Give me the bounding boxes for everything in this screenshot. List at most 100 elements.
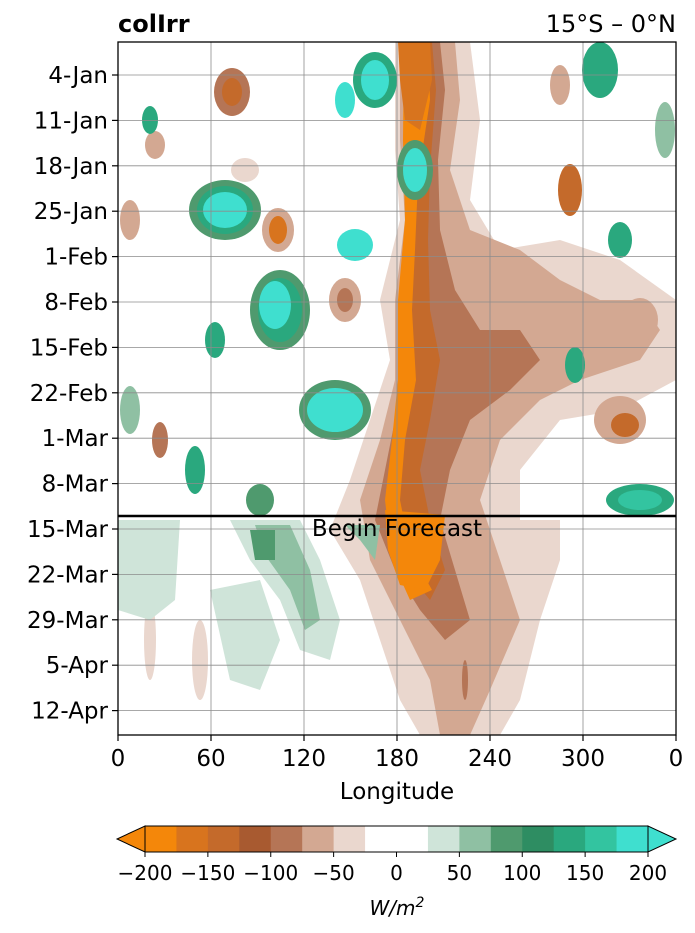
green-patch (608, 222, 632, 258)
colorbar-segment (302, 826, 335, 852)
brown-patch (231, 158, 259, 182)
colorbar-segment (490, 826, 523, 852)
green-patch (259, 281, 291, 329)
brown-patch (611, 413, 639, 437)
colorbar-tick-label: −100 (243, 861, 298, 885)
green-patch (120, 386, 140, 434)
brown-patch (222, 78, 242, 106)
forecast-green-band (250, 530, 275, 560)
forecast-green-band (118, 520, 180, 620)
contour-orange-forecast (385, 510, 445, 590)
y-tick-label: 29-Mar (27, 608, 109, 634)
brown-patch (550, 65, 570, 105)
x-tick-label: 0 (111, 746, 126, 772)
green-patch (205, 322, 225, 358)
green-patch (565, 347, 585, 383)
colorbar-tick-label: 100 (503, 861, 541, 885)
colorbar-extend-high (647, 825, 678, 853)
x-tick-label: 180 (375, 746, 419, 772)
brown-patch (622, 298, 658, 342)
green-patch (655, 102, 675, 158)
plot-area (118, 42, 676, 735)
region-title: 15°S – 0°N (546, 10, 676, 38)
forecast-green (118, 520, 380, 690)
colorbar-tick-label: −200 (118, 861, 173, 885)
y-tick-label: 12-Apr (31, 699, 108, 725)
colorbar-segment (459, 826, 492, 852)
chart-title: colIrr (118, 10, 190, 38)
y-tick-label: 15-Feb (30, 335, 108, 361)
green-patch (337, 229, 373, 261)
y-tick-label: 8-Feb (44, 290, 108, 316)
colorbar-tick-label: 150 (566, 861, 604, 885)
colorbar-tick-label: −50 (313, 861, 355, 885)
colorbar-segment (145, 826, 177, 852)
forecast-green-band (210, 580, 280, 690)
colorbar-segment (270, 826, 303, 852)
colorbar-segment (427, 826, 460, 852)
y-tick-label: 1-Feb (44, 245, 108, 271)
colorbar-segment (522, 826, 555, 852)
forecast-annotation: Begin Forecast (312, 516, 482, 542)
y-tick-label: 11-Jan (34, 108, 108, 134)
x-axis: 0 60 120 180 240 300 0 (111, 735, 684, 772)
green-patch (618, 490, 662, 510)
colorbar-extend-low (115, 825, 146, 853)
colorbar-label-exponent: 2 (416, 895, 425, 911)
y-tick-label: 1-Mar (42, 426, 109, 452)
colorbar (115, 825, 678, 853)
green-patch (307, 388, 363, 432)
y-tick-label: 15-Mar (27, 517, 109, 543)
x-tick-label: 240 (468, 746, 512, 772)
colorbar-ticks: −200 −150 −100 −50 0 50 100 150 200 (118, 852, 667, 885)
colorbar-segment (585, 826, 618, 852)
x-tick-label: 120 (282, 746, 326, 772)
green-patch (361, 60, 389, 100)
green-patch (403, 148, 427, 192)
green-patches (120, 42, 675, 516)
colorbar-label: W/m2 (370, 895, 425, 920)
colorbar-tick-label: 200 (629, 861, 667, 885)
green-patch (185, 446, 205, 494)
x-tick-label: 60 (196, 746, 225, 772)
y-tick-label: 5-Apr (46, 653, 109, 679)
brown-patch (152, 422, 168, 458)
hovmoller-field (118, 42, 676, 735)
colorbar-tick-label: −150 (180, 861, 235, 885)
gridlines (118, 42, 676, 735)
green-patch (582, 42, 618, 98)
colorbar-segment (365, 826, 429, 852)
colorbar-segment (553, 826, 586, 852)
contour-orange-upper (398, 42, 432, 130)
green-patch (203, 192, 247, 228)
brown-patch (462, 660, 468, 700)
y-tick-label: 4-Jan (48, 63, 108, 89)
colorbar-segment (616, 826, 649, 852)
brown-patch (120, 200, 140, 240)
y-tick-label: 22-Feb (30, 381, 108, 407)
forecast-green-band (345, 525, 380, 560)
x-tick-label: 300 (561, 746, 605, 772)
y-tick-label: 25-Jan (34, 199, 108, 225)
y-tick-label: 22-Mar (27, 562, 109, 588)
brown-patch (558, 164, 582, 216)
colorbar-tick-label: 50 (447, 861, 472, 885)
brown-patch (145, 131, 165, 159)
y-axis: 4-Jan 11-Jan 18-Jan 25-Jan 1-Feb 8-Feb 15-Feb 2… (27, 63, 118, 725)
brown-patch (269, 216, 287, 244)
colorbar-tick-label: 0 (390, 861, 403, 885)
green-patch (335, 82, 355, 118)
brown-patch (192, 620, 208, 700)
colorbar-segment (207, 826, 240, 852)
colorbar-segment (333, 826, 366, 852)
y-tick-label: 18-Jan (34, 154, 108, 180)
brown-patch (337, 288, 353, 312)
x-axis-label: Longitude (340, 779, 454, 805)
colorbar-segment (176, 826, 209, 852)
y-tick-label: 8-Mar (42, 472, 109, 498)
x-tick-label: 0 (669, 746, 684, 772)
contour-brown-deeper (390, 42, 445, 600)
colorbar-segment (239, 826, 272, 852)
green-patch (246, 484, 274, 516)
